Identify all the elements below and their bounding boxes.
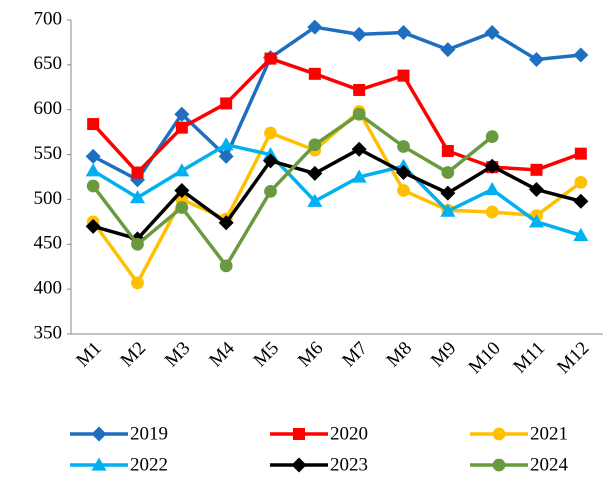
data-point — [174, 106, 190, 122]
data-point — [441, 166, 455, 179]
data-point — [484, 25, 500, 41]
y-tick-label: 500 — [34, 188, 63, 209]
y-tick-label: 400 — [34, 278, 63, 299]
legend-marker — [293, 428, 305, 440]
data-point — [85, 218, 101, 234]
y-tick-label: 650 — [34, 53, 63, 74]
data-point — [308, 138, 322, 152]
data-point — [87, 118, 100, 131]
data-point — [175, 121, 188, 134]
y-tick-label: 600 — [34, 98, 63, 119]
y-tick-label: 550 — [34, 143, 63, 164]
x-tick-label: M2 — [117, 338, 151, 372]
data-point — [529, 182, 544, 198]
x-tick-label: M10 — [465, 338, 505, 378]
data-point — [220, 97, 233, 110]
legend-marker — [91, 457, 107, 471]
data-point — [397, 140, 410, 153]
data-point — [264, 184, 277, 198]
legend-label: 2019 — [130, 423, 168, 444]
data-point — [263, 153, 278, 169]
x-tick-label: M7 — [338, 338, 372, 372]
data-point — [440, 42, 456, 58]
data-point — [307, 165, 323, 181]
x-tick-label: M5 — [250, 338, 284, 372]
x-tick-label: M9 — [427, 338, 461, 372]
series-line — [92, 25, 582, 182]
series-line — [92, 147, 582, 241]
y-tick-label: 350 — [34, 322, 63, 343]
data-point — [307, 193, 323, 207]
data-point — [264, 52, 277, 65]
data-point — [351, 141, 367, 157]
data-point — [352, 107, 366, 121]
legend-marker — [492, 427, 506, 441]
data-point — [175, 201, 189, 214]
legend-label: 2020 — [330, 423, 368, 444]
series-line — [91, 112, 494, 268]
data-point — [131, 237, 144, 251]
data-point — [174, 182, 190, 198]
data-point — [573, 47, 589, 63]
data-point — [485, 205, 499, 219]
legend-marker — [91, 426, 107, 442]
x-tick-label: M1 — [72, 338, 106, 372]
legend-label: 2022 — [130, 454, 168, 475]
data-point — [131, 166, 144, 179]
y-tick-label: 700 — [34, 8, 63, 29]
data-point — [174, 163, 190, 177]
data-point — [219, 259, 233, 273]
data-point — [397, 184, 410, 197]
data-point — [440, 185, 456, 201]
data-point — [86, 179, 100, 193]
data-point — [573, 193, 589, 209]
data-point — [530, 163, 543, 176]
data-point — [264, 126, 277, 140]
data-point — [529, 214, 544, 228]
data-point — [484, 158, 500, 174]
data-point — [307, 19, 323, 35]
legend-marker — [291, 457, 307, 473]
data-point — [440, 203, 456, 217]
data-point — [529, 51, 544, 67]
data-point — [131, 276, 144, 290]
x-tick-label: M3 — [161, 338, 195, 372]
data-point — [351, 26, 367, 42]
data-point — [574, 147, 587, 160]
data-point — [218, 137, 234, 151]
data-point — [218, 148, 234, 164]
data-point — [441, 144, 454, 157]
x-tick-label: M8 — [383, 338, 417, 372]
legend-label: 2023 — [330, 454, 368, 475]
data-point — [351, 169, 367, 183]
legend-marker — [492, 458, 506, 472]
data-point — [397, 69, 410, 82]
legend-label: 2021 — [530, 423, 568, 444]
data-point — [484, 182, 500, 196]
data-point — [573, 227, 589, 241]
x-tick-label: M4 — [205, 337, 239, 371]
data-point — [574, 176, 588, 189]
legend-label: 2024 — [530, 454, 569, 475]
data-point — [85, 163, 101, 177]
series-line — [92, 142, 582, 237]
data-point — [308, 67, 321, 80]
x-tick-label: M6 — [294, 338, 328, 372]
x-tick-label: M12 — [553, 338, 593, 378]
series-line — [91, 56, 582, 175]
data-point — [353, 83, 366, 96]
data-point — [85, 148, 101, 164]
y-tick-label: 450 — [34, 233, 63, 254]
x-tick-label: M11 — [509, 338, 549, 378]
data-point — [218, 215, 234, 231]
data-point — [396, 25, 411, 41]
data-point — [396, 165, 411, 181]
data-point — [130, 190, 145, 204]
data-point — [485, 130, 499, 144]
